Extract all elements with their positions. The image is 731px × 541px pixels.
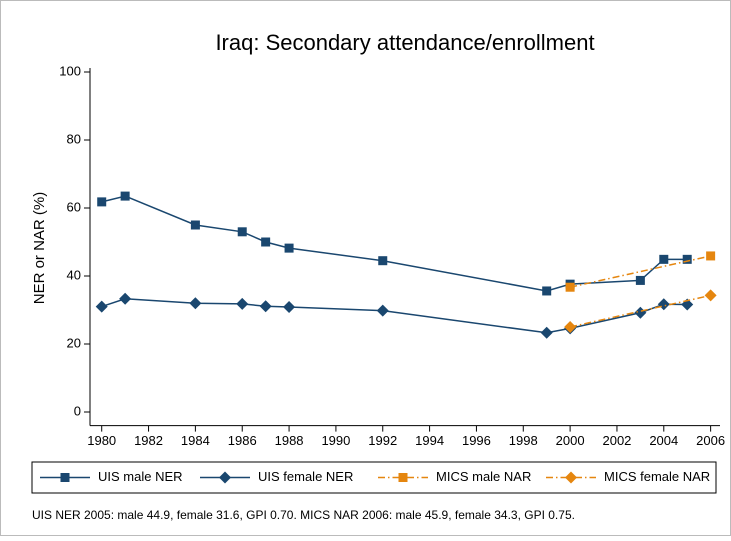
- data-point: [565, 282, 575, 292]
- data-point: [706, 251, 716, 261]
- data-point: [283, 300, 296, 313]
- x-tick-label: 1992: [368, 433, 397, 448]
- x-tick-label: 1984: [181, 433, 210, 448]
- data-point: [259, 300, 272, 313]
- data-point: [95, 300, 108, 313]
- x-tick-label: 1994: [415, 433, 444, 448]
- data-point: [119, 292, 132, 305]
- data-point: [704, 289, 717, 302]
- data-point: [659, 254, 669, 264]
- data-point: [634, 306, 647, 319]
- legend-label: MICS male NAR: [436, 469, 531, 484]
- x-tick-label: 1982: [134, 433, 163, 448]
- data-point: [378, 256, 388, 266]
- data-point: [542, 286, 552, 296]
- y-axis-label: NER or NAR (%): [31, 192, 48, 305]
- y-tick-label: 100: [59, 63, 81, 78]
- y-tick-label: 40: [67, 267, 81, 282]
- x-tick-label: 2002: [602, 433, 631, 448]
- y-tick-label: 80: [67, 131, 81, 146]
- legend-marker: [60, 473, 70, 482]
- data-point: [97, 197, 107, 207]
- y-tick-label: 60: [67, 199, 81, 214]
- data-point: [189, 297, 202, 310]
- series-line: [569, 294, 711, 328]
- x-tick-label: 1980: [87, 433, 116, 448]
- note: UIS NER 2005: male 44.9, female 31.6, GP…: [32, 508, 575, 522]
- x-tick-label: 1986: [228, 433, 257, 448]
- legend-label: MICS female NAR: [604, 469, 710, 484]
- data-point: [540, 326, 553, 339]
- x-tick-label: 2006: [696, 433, 725, 448]
- x-tick-label: 1996: [462, 433, 491, 448]
- x-tick-label: 2000: [556, 433, 585, 448]
- data-point: [564, 321, 577, 333]
- x-tick-label: 2004: [649, 433, 678, 448]
- chart-title: Iraq: Secondary attendance/enrollment: [215, 30, 594, 55]
- legend-marker: [398, 473, 408, 482]
- data-point: [635, 275, 645, 285]
- y-tick-label: 0: [74, 403, 81, 418]
- data-point: [120, 191, 130, 201]
- x-tick-label: 1988: [275, 433, 304, 448]
- data-point: [376, 304, 389, 317]
- series-line: [569, 255, 711, 288]
- data-point: [682, 254, 692, 264]
- legend-label: UIS female NER: [258, 469, 353, 484]
- data-point: [261, 237, 271, 247]
- legend-box: [31, 461, 717, 494]
- data-point: [237, 227, 247, 237]
- data-point: [236, 297, 249, 310]
- x-tick-label: 1990: [321, 433, 350, 448]
- legend-marker: [219, 471, 231, 484]
- x-tick-label: 1998: [509, 433, 538, 448]
- data-point: [284, 243, 294, 253]
- legend-marker: [565, 471, 577, 484]
- data-point: [190, 220, 200, 230]
- y-tick-label: 20: [67, 335, 81, 350]
- legend-label: UIS male NER: [98, 469, 183, 484]
